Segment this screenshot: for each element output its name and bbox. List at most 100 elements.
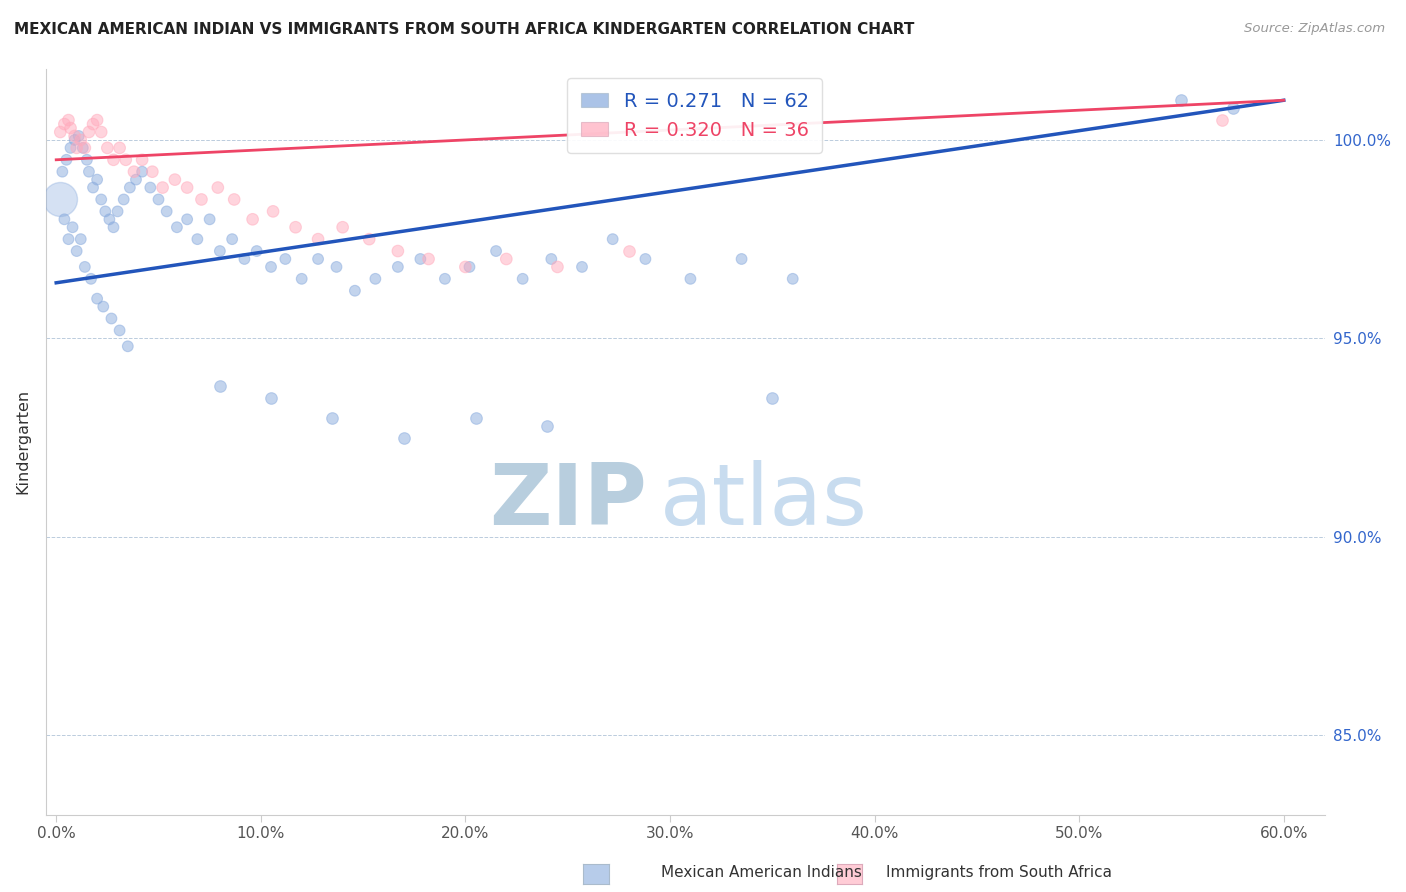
Text: atlas: atlas [659, 459, 868, 542]
Point [100, 311, 122, 326]
Point [634, 252, 657, 266]
Point [114, 153, 136, 167]
Point [260, 391, 283, 405]
Point [332, 220, 354, 235]
Point [464, 410, 486, 425]
Point [72, 141, 94, 155]
Point [274, 252, 297, 266]
Point [98, 212, 121, 227]
Point [495, 252, 517, 266]
Point [512, 272, 534, 286]
Point [90, 193, 112, 207]
Point [242, 212, 264, 227]
Point [67, 128, 90, 143]
Point [233, 252, 256, 266]
Point [208, 379, 231, 393]
Point [51, 164, 73, 178]
Point [53, 117, 76, 131]
Point [103, 153, 125, 167]
Point [761, 391, 783, 405]
Point [63, 133, 86, 147]
Point [458, 260, 481, 274]
Point [108, 141, 131, 155]
Point [58, 232, 80, 246]
Point [66, 244, 89, 258]
Text: Mexican American Indians: Mexican American Indians [661, 865, 862, 880]
Point [139, 180, 162, 194]
Point [546, 260, 568, 274]
Point [208, 244, 231, 258]
Point [55, 153, 77, 167]
Point [86, 292, 108, 306]
Point [148, 193, 170, 207]
Point [433, 272, 456, 286]
Point [49, 193, 72, 207]
Point [63, 128, 86, 143]
Point [454, 260, 477, 274]
Point [246, 244, 269, 258]
Point [782, 272, 804, 286]
Point [80, 272, 103, 286]
Point [387, 244, 409, 258]
Point [96, 141, 118, 155]
Point [321, 410, 343, 425]
Point [364, 272, 387, 286]
Point [59, 121, 82, 136]
Point [152, 180, 174, 194]
Point [359, 232, 381, 246]
Point [107, 204, 129, 219]
Point [617, 244, 640, 258]
Point [485, 244, 508, 258]
Point [94, 204, 117, 219]
Point [1222, 101, 1244, 115]
Point [262, 204, 284, 219]
Point [540, 252, 562, 266]
Point [69, 133, 91, 147]
Point [166, 220, 188, 235]
Point [679, 272, 702, 286]
Point [125, 172, 148, 186]
Point [86, 172, 108, 186]
Point [77, 125, 100, 139]
Point [53, 212, 76, 227]
Point [82, 117, 104, 131]
Point [1211, 113, 1233, 128]
Point [91, 300, 114, 314]
Point [90, 125, 112, 139]
Point [176, 212, 198, 227]
Point [108, 323, 131, 337]
Point [156, 204, 179, 219]
Point [536, 418, 558, 433]
Point [58, 113, 80, 128]
Point [602, 232, 624, 246]
Point [103, 220, 125, 235]
Point [307, 252, 329, 266]
Y-axis label: Kindergarten: Kindergarten [15, 389, 30, 494]
Point [207, 180, 229, 194]
Point [86, 113, 108, 128]
Point [284, 220, 307, 235]
Point [131, 164, 153, 178]
Point [62, 220, 84, 235]
Point [82, 180, 104, 194]
Point [73, 141, 96, 155]
Point [117, 339, 139, 353]
Point [190, 193, 212, 207]
Point [112, 193, 135, 207]
Point [198, 212, 221, 227]
Point [409, 252, 432, 266]
Point [69, 232, 91, 246]
Point [122, 164, 145, 178]
Point [1170, 93, 1192, 107]
Point [49, 125, 72, 139]
Point [118, 180, 141, 194]
Text: Immigrants from South Africa: Immigrants from South Africa [886, 865, 1112, 880]
Point [66, 141, 89, 155]
Point [387, 260, 409, 274]
Point [307, 232, 329, 246]
Point [59, 141, 82, 155]
Text: MEXICAN AMERICAN INDIAN VS IMMIGRANTS FROM SOUTH AFRICA KINDERGARTEN CORRELATION: MEXICAN AMERICAN INDIAN VS IMMIGRANTS FR… [14, 22, 914, 37]
Point [418, 252, 440, 266]
Point [392, 431, 415, 445]
Text: ZIP: ZIP [489, 459, 647, 542]
